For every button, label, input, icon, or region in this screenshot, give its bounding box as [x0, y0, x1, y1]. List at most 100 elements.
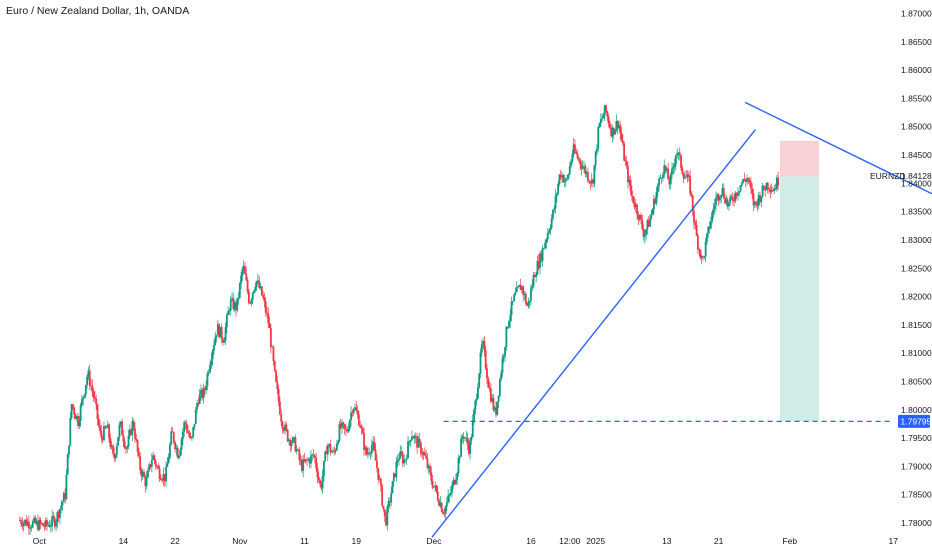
- candle-body: [624, 160, 627, 162]
- candle-body: [544, 242, 547, 248]
- price-tick-label: 1.86000: [901, 65, 932, 75]
- candle-body: [588, 180, 591, 182]
- candle-body: [220, 327, 223, 340]
- candle-body: [471, 420, 474, 438]
- level-price-badge[interactable]: [898, 414, 930, 428]
- candle-body: [104, 426, 107, 428]
- candle-body: [306, 459, 308, 461]
- candle-body: [332, 450, 334, 452]
- drawn-lines[interactable]: [431, 101, 932, 538]
- candle-body: [755, 201, 758, 203]
- candle-body: [720, 194, 723, 199]
- price-tick-label: 1.86500: [901, 37, 932, 47]
- candle-body: [53, 518, 56, 527]
- candle-body: [246, 280, 249, 292]
- candle-body: [100, 431, 103, 438]
- candle-body: [183, 422, 186, 432]
- candle-body: [440, 502, 443, 512]
- candle-body: [328, 443, 330, 446]
- price-axis[interactable]: 1.78000 1.78500 1.79000 1.79500 1.80000 1.805…: [870, 8, 932, 528]
- candle-body: [487, 378, 490, 388]
- candle-body: [618, 125, 620, 128]
- candle-body: [44, 520, 47, 527]
- candle-body: [33, 517, 35, 522]
- candle-body: [149, 464, 152, 467]
- candle-body: [389, 500, 391, 503]
- time-axis[interactable]: Oct 14 22 Nov 11 19 Dec 16 12:00 2025 13 21 Feb 17: [33, 536, 899, 546]
- candle-body: [615, 121, 618, 130]
- candle-body: [518, 285, 521, 287]
- candle-body: [495, 407, 497, 415]
- candle-body: [169, 444, 171, 458]
- candle-body: [668, 179, 671, 185]
- candle-body: [765, 182, 768, 191]
- candle-body: [583, 166, 585, 167]
- candle-body: [477, 387, 479, 399]
- candle-body: [743, 179, 746, 181]
- candle-body: [257, 280, 259, 282]
- candle-body: [88, 370, 91, 386]
- candle-body: [439, 502, 442, 506]
- candle-body: [589, 181, 592, 184]
- candle-body: [541, 248, 544, 261]
- candle-body: [443, 513, 446, 515]
- candle-body: [691, 195, 694, 212]
- candle-body: [695, 225, 698, 236]
- candle-body: [368, 452, 371, 454]
- candle-body: [528, 300, 531, 303]
- price-tick-label: 1.85500: [901, 93, 932, 103]
- candle-body: [233, 302, 236, 310]
- candle-body: [759, 195, 761, 202]
- candle-body: [662, 174, 664, 179]
- candle-body: [418, 438, 421, 443]
- candle-body: [567, 174, 570, 179]
- candle-body: [128, 429, 131, 437]
- candle-body: [137, 451, 140, 457]
- candle-body: [740, 182, 743, 186]
- candle-body: [751, 188, 754, 194]
- candle-body: [73, 407, 76, 415]
- ascending-trendline[interactable]: [431, 129, 757, 538]
- candle-body: [35, 520, 38, 524]
- candle-body: [627, 166, 629, 183]
- candle-body: [34, 517, 37, 524]
- candle-body: [496, 401, 499, 415]
- candle-body: [756, 202, 759, 206]
- candle-body: [602, 115, 605, 119]
- candle-body: [320, 484, 323, 489]
- candle-body: [201, 389, 204, 398]
- candle-body: [421, 453, 424, 455]
- candle-body: [378, 478, 381, 480]
- candle-body: [97, 419, 100, 426]
- candle-body: [51, 516, 54, 526]
- candle-body: [114, 454, 117, 459]
- candle-body: [533, 274, 536, 278]
- candle-body: [669, 174, 672, 185]
- candle-body: [511, 300, 514, 302]
- candle-body: [244, 265, 246, 275]
- descending-trendline[interactable]: [744, 101, 932, 195]
- take-profit-zone[interactable]: [780, 176, 819, 422]
- candle-body: [135, 438, 138, 441]
- candle-body: [18, 520, 21, 521]
- candle-body: [203, 388, 206, 391]
- candle-body: [202, 388, 205, 398]
- candle-body: [576, 153, 579, 159]
- candle-body: [225, 315, 228, 328]
- candle-body: [81, 399, 83, 406]
- price-tick-label: 1.84000: [901, 178, 932, 188]
- candle-body: [623, 143, 626, 161]
- stop-loss-zone[interactable]: [780, 140, 819, 177]
- candle-body: [506, 326, 509, 328]
- candle-body: [38, 519, 41, 530]
- candle-body: [447, 495, 450, 503]
- candle-body: [49, 525, 52, 527]
- candle-body: [387, 500, 390, 507]
- candle-body: [57, 512, 60, 518]
- candle-body: [434, 485, 437, 487]
- candle-body: [577, 158, 580, 160]
- candle-body: [747, 178, 750, 181]
- candle-body: [352, 408, 355, 414]
- candle-body: [372, 441, 374, 446]
